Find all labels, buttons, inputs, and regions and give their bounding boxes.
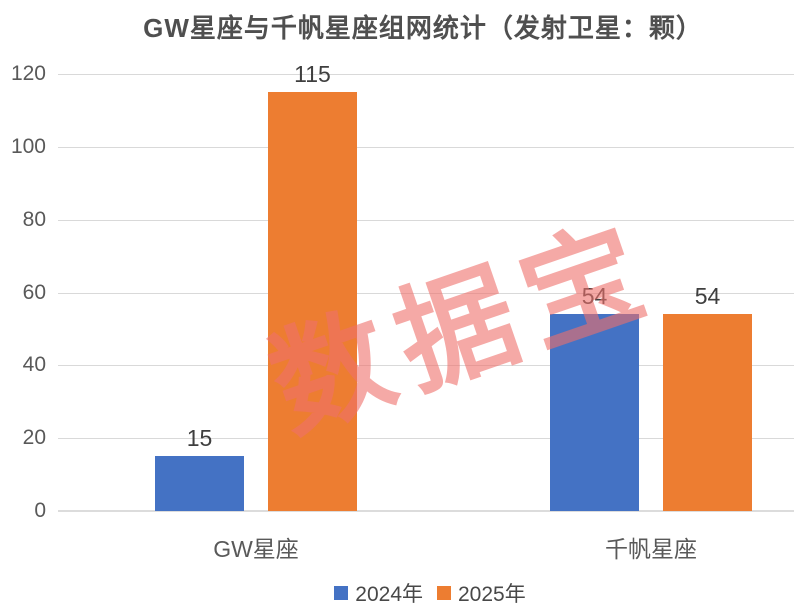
y-axis-tick-40: 40 <box>22 353 46 377</box>
data-label-千帆星座-2024年: 54 <box>581 283 608 310</box>
bar-千帆星座-2024年 <box>550 314 639 511</box>
legend-label-2025年: 2025年 <box>458 583 526 606</box>
gridline-y-20 <box>58 438 794 440</box>
gridline-y-120 <box>58 74 794 75</box>
y-axis-tick-20: 20 <box>22 426 46 450</box>
data-label-GW星座-2024年: 15 <box>186 425 213 452</box>
y-axis-tick-120: 120 <box>10 62 46 85</box>
gridline-y-40 <box>58 365 794 367</box>
gridline-y-100 <box>58 146 794 148</box>
data-label-GW星座-2025年: 115 <box>294 61 331 88</box>
gridline-y-0 <box>58 510 794 512</box>
gridline-y-60 <box>58 292 794 294</box>
legend-swatch-2025年 <box>437 586 451 600</box>
legend-item-2024年: 2024年 <box>334 578 423 608</box>
legend-item-2025年: 2025年 <box>437 578 526 608</box>
y-axis-tick-60: 60 <box>22 280 46 304</box>
y-axis-tick-80: 80 <box>22 207 46 231</box>
y-axis-tick-0: 0 <box>34 499 46 522</box>
gridline-y-80 <box>58 219 794 221</box>
bar-千帆星座-2025年 <box>663 314 752 511</box>
data-label-千帆星座-2025年: 54 <box>694 283 721 310</box>
legend-swatch-2024年 <box>334 586 349 600</box>
x-axis-label-千帆星座: 千帆星座 <box>605 536 697 562</box>
chart-title: GW星座与千帆星座组网统计（发射卫星：颗） <box>143 13 703 43</box>
x-axis-label-GW星座: GW星座 <box>213 536 299 562</box>
bar-GW星座-2024年 <box>155 456 244 511</box>
legend-label-2024年: 2024年 <box>355 583 423 606</box>
bar-GW星座-2025年 <box>268 92 357 511</box>
legend: 2024年 2025年 <box>33 578 794 608</box>
y-axis-tick-100: 100 <box>10 134 46 158</box>
